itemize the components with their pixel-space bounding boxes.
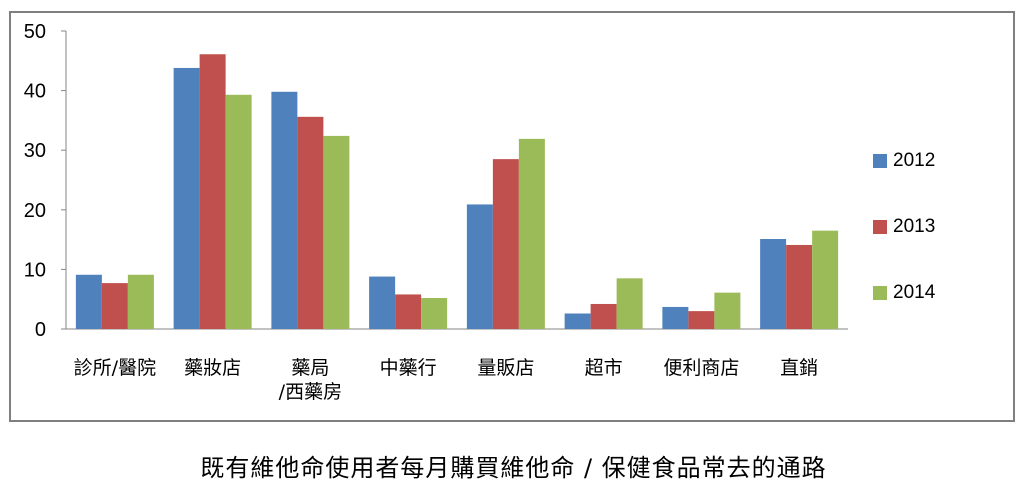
bar-2013-4 [492,159,519,329]
x-tick-label: 便利商店 [663,357,739,379]
bar-2013-2 [297,116,324,329]
legend-label-2012: 2012 [893,150,936,171]
bar-2012-1 [173,67,200,330]
bar-2012-3 [369,276,396,329]
legend-item-2013: 2013 [873,216,935,238]
bar-2014-0 [127,274,154,329]
bar-2012-4 [466,204,493,329]
x-tick-label: 藥局/西藥房 [279,357,342,403]
x-tick-label: 中藥行 [380,357,437,379]
bar-chart: 0 10 20 30 40 50 診所/醫院 藥妝店 藥局/西藥房 中藥行 量販店 超市 便利商店 直銷 [24,21,848,403]
x-tick-label: 超市 [585,357,623,379]
bar-2013-5 [590,303,617,329]
y-tick-label: 10 [24,259,46,281]
legend-label-2013: 2013 [893,216,936,237]
bar-2013-6 [688,311,715,329]
y-tick-label: 50 [24,21,46,43]
bar-2014-7 [812,230,839,329]
bar-2014-1 [225,94,252,329]
x-tick-label: 診所/醫院 [74,357,156,379]
x-tick-label: 直銷 [780,357,818,379]
bar-2013-0 [101,283,128,329]
legend-swatch-2014 [873,286,887,300]
bar-2014-3 [421,298,448,329]
y-tick-label: 40 [24,81,46,103]
bar-2014-4 [518,138,545,329]
bar-2013-7 [786,244,813,329]
legend-swatch-2012 [873,154,887,168]
bar-2014-6 [714,292,741,329]
legend-item-2014: 2014 [873,282,935,304]
bar-2012-6 [662,306,689,329]
legend-label-2014: 2014 [893,282,936,303]
legend-item-2012: 2012 [873,150,935,172]
x-axis-labels: 診所/醫院 藥妝店 藥局/西藥房 中藥行 量販店 超市 便利商店 直銷 [74,357,818,403]
chart-frame [9,11,1015,422]
bar-2012-0 [75,274,102,329]
bar-2012-2 [271,91,298,330]
bar-2014-5 [616,278,643,329]
x-tick-label: 量販店 [477,357,534,379]
bar-2014-2 [323,135,350,329]
chart-caption: 既有維他命使用者每月購買維他命 / 保健食品常去的通路 [200,454,827,482]
chart-bars [75,54,839,330]
y-tick-label: 0 [35,319,46,341]
y-axis-ticks: 0 10 20 30 40 50 [24,21,66,341]
y-tick-label: 20 [24,200,46,222]
bar-2013-1 [199,54,226,330]
bar-2012-5 [564,313,591,329]
bar-2012-7 [760,239,787,329]
bar-2013-3 [395,294,422,329]
x-tick-label: 藥妝店 [184,357,241,379]
y-tick-label: 30 [24,140,46,162]
legend-swatch-2013 [873,220,887,234]
